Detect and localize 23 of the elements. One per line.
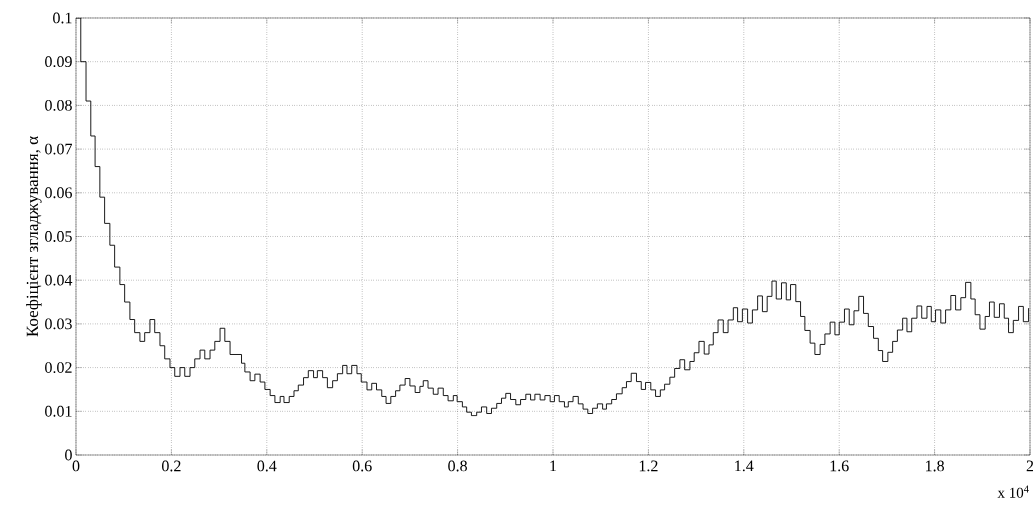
text: x 10$^{4}$ (997, 485, 1029, 498)
y-tick-label: 0.09 (45, 56, 72, 68)
x-tick-label: 1 (550, 460, 557, 472)
x-tick-label: 1.6 (830, 460, 849, 472)
y-tick-label: 0.07 (45, 143, 73, 155)
y-tick-label: 0.03 (45, 318, 72, 330)
x-tick-label: 2 (1026, 460, 1033, 472)
y-tick-label: 0.02 (45, 362, 72, 374)
y-tick-label: 0.08 (45, 99, 72, 111)
y-tick-label: 0.04 (45, 274, 73, 286)
y-tick-label: 0 (65, 449, 72, 461)
x-tick-label: 0.8 (448, 460, 467, 472)
x-tick-label: 0.2 (162, 460, 181, 472)
y-tick-label: 0.01 (45, 405, 72, 417)
x-tick-label: 0.6 (352, 460, 372, 472)
x-tick-label: 1.4 (735, 460, 754, 472)
y-tick-label: 0.06 (45, 187, 72, 199)
y-tick-label: 0.05 (45, 231, 72, 242)
x-tick-label: 0.4 (257, 460, 277, 472)
x-tick-label: 1.8 (926, 460, 944, 472)
x-tick-label: 1.2 (639, 460, 658, 472)
y-axis-title: Коефіцієнт згладжування, α (26, 136, 42, 337)
y-tick-label: 0.1 (53, 12, 72, 24)
